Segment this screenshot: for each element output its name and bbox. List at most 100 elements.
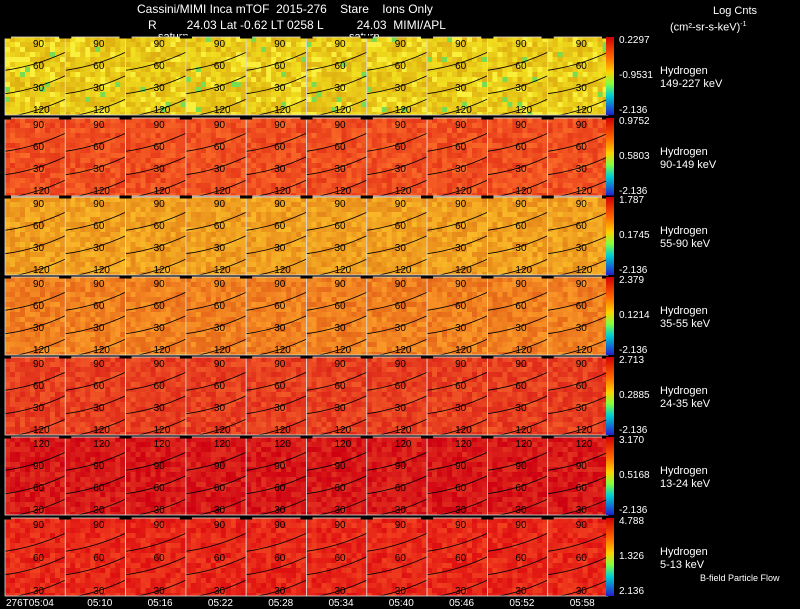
angle-label: 90 [213, 520, 226, 531]
angle-label: 120 [334, 345, 352, 356]
angle-label: 30 [274, 83, 286, 94]
angle-label: 30 [153, 164, 165, 175]
image-panel [59, 195, 132, 278]
image-panel [421, 516, 494, 599]
image-panel [300, 516, 373, 599]
angle-label: 120 [515, 105, 533, 116]
angle-label: 30 [455, 164, 467, 175]
image-panel [119, 35, 192, 118]
image-panel [119, 275, 192, 358]
angle-label: 60 [93, 483, 105, 494]
angle-label: 30 [153, 323, 165, 334]
angle-label: 60 [515, 483, 527, 494]
image-panel [300, 195, 373, 278]
angle-label: 120 [394, 186, 412, 197]
angle-label: 60 [455, 483, 467, 494]
image-panel [240, 355, 313, 438]
angle-label: 120 [153, 439, 171, 450]
angle-label: 30 [455, 403, 467, 414]
angle-label: 30 [515, 243, 527, 254]
angle-label: 30 [213, 323, 226, 334]
angle-label: 30 [93, 243, 105, 254]
angle-label: 60 [274, 483, 286, 494]
angle-label: 30 [575, 323, 587, 334]
angle-label: 120 [334, 265, 352, 276]
angle-label: 120 [274, 345, 291, 356]
image-panel [179, 355, 253, 438]
angle-label: 90 [213, 120, 226, 131]
angle-label: 90 [334, 199, 346, 210]
colorbar [606, 437, 614, 515]
angle-label: 60 [274, 301, 286, 312]
angle-label: 120 [394, 439, 412, 450]
angle-label: 120 [153, 425, 171, 436]
image-panel [481, 116, 554, 199]
angle-label: 60 [213, 553, 226, 564]
time-label: 05:58 [569, 598, 595, 609]
colorbar-tick-label: -0.9531 [619, 70, 653, 81]
angle-label: 60 [515, 301, 527, 312]
image-panel [0, 116, 72, 199]
time-label: 05:52 [509, 598, 535, 609]
angle-label: 30 [274, 586, 286, 597]
angle-label: 90 [575, 520, 587, 531]
angle-label: 90 [274, 199, 286, 210]
image-panel [59, 355, 132, 438]
angle-label: 30 [455, 83, 467, 94]
angle-label: 90 [515, 279, 527, 290]
angle-label: 90 [394, 199, 406, 210]
colorbar-tick-label: 2.379 [619, 275, 645, 286]
image-panel [300, 35, 373, 118]
angle-label: 90 [274, 520, 286, 531]
angle-label: 60 [394, 142, 406, 153]
image-panel [240, 275, 313, 358]
angle-label: 120 [455, 105, 472, 116]
angle-label: 30 [33, 505, 45, 516]
angle-label: 90 [93, 279, 105, 290]
angle-label: 60 [33, 142, 45, 153]
angle-label: 60 [515, 381, 527, 392]
angle-label: 120 [153, 105, 171, 116]
angle-label: 30 [213, 83, 226, 94]
angle-label: 30 [515, 403, 527, 414]
colorbar [606, 357, 614, 435]
angle-label: 120 [274, 439, 291, 450]
angle-label: 90 [274, 120, 286, 131]
image-panel [179, 435, 253, 518]
angle-label: 30 [394, 243, 406, 254]
plot-header: Cassini/MIMI Inca mTOF 2015-276 Stare Io… [0, 0, 800, 44]
colorbar-tick-label: 0.1745 [619, 230, 650, 241]
image-panel [179, 35, 253, 118]
angle-label: 90 [455, 39, 467, 50]
colorbar-tick-label: 0.5168 [619, 470, 650, 481]
image-panel [240, 35, 313, 118]
angle-label: 60 [213, 142, 226, 153]
image-panel [179, 516, 253, 599]
angle-label: 60 [334, 301, 346, 312]
image-panel [119, 195, 192, 278]
time-label: 05:28 [268, 598, 294, 609]
image-panel [119, 355, 192, 438]
image-panel [360, 195, 434, 278]
species-label: Hydrogen 13-24 keV [660, 465, 711, 490]
image-panel [179, 195, 253, 278]
angle-label: 90 [274, 461, 286, 472]
species-label: Hydrogen 24-35 keV [660, 385, 711, 410]
angle-label: 30 [575, 164, 587, 175]
angle-label: 90 [33, 359, 45, 370]
colorbar-tick-label: 4.788 [619, 516, 645, 527]
angle-label: 90 [515, 359, 527, 370]
angle-label: 60 [455, 142, 467, 153]
angle-label: 90 [575, 39, 587, 50]
angle-label: 30 [153, 83, 165, 94]
angle-label: 30 [515, 164, 527, 175]
image-panel [541, 435, 614, 518]
angle-label: 90 [515, 120, 527, 131]
colorbar [606, 197, 614, 275]
angle-label: 60 [334, 142, 346, 153]
angle-label: 90 [274, 279, 286, 290]
angle-label: 90 [153, 520, 165, 531]
angle-label: 120 [274, 105, 291, 116]
angle-label: 120 [515, 439, 533, 450]
